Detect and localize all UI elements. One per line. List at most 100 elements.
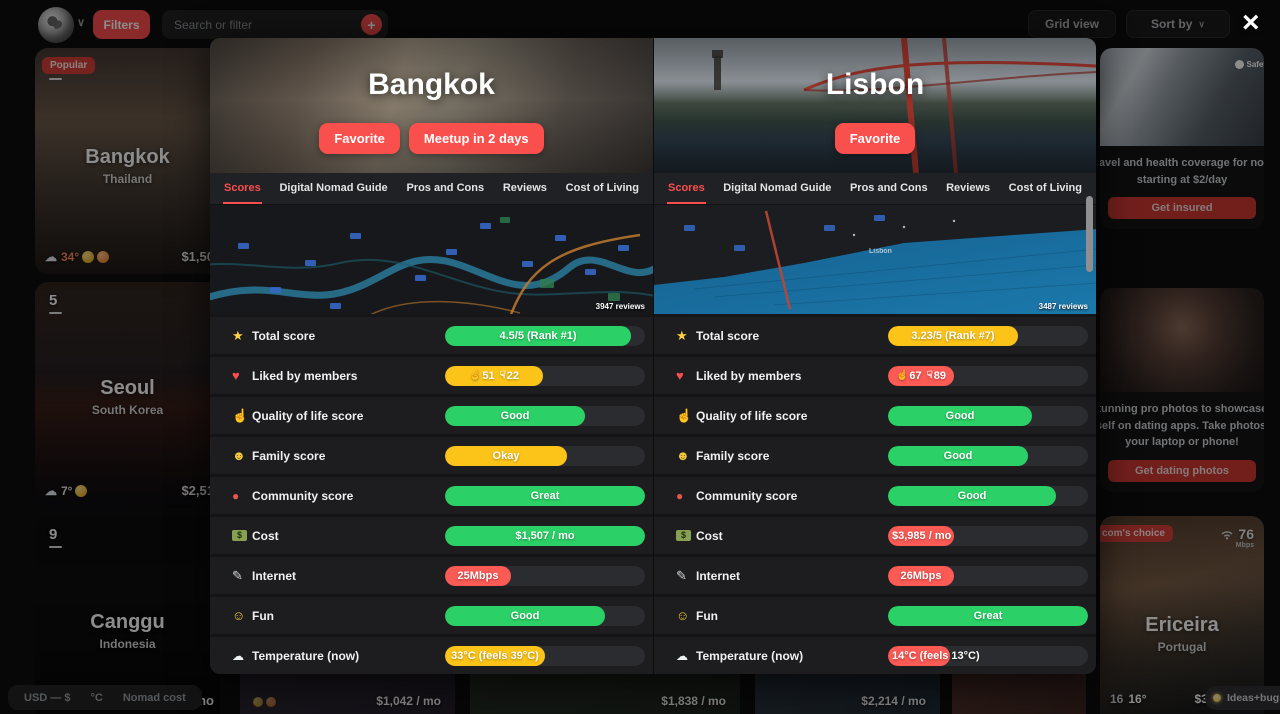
score-rows: ★ Total score 4.5/5 (Rank #1) ♥ Liked by… [210,317,653,674]
score-bar: ☝ 67 ☟ 89 [888,365,1088,386]
score-bar: 25Mbps [445,565,645,586]
favorite-button[interactable]: Favorite [834,123,916,154]
city-title: Bangkok [368,68,495,101]
tab-digital-nomad-guide[interactable]: Digital Nomad Guide [723,181,832,194]
close-icon[interactable]: × [1242,6,1260,39]
heart-icon: ♥ [676,368,684,383]
temperature-unit-toggle[interactable]: °C [90,691,103,704]
score-bar-fill: Good [888,405,1032,426]
lightbulb-icon [1213,694,1221,702]
price: $3 [1194,692,1208,706]
filters-button[interactable]: Filters [93,10,150,39]
city-title: Lisbon [825,68,925,101]
city-card-sliver[interactable]: $1,042 / mo [240,674,455,714]
thumb-up-icon: ☝ [895,370,909,381]
currency-toggle[interactable]: USD — $ [24,691,71,704]
chevron-down-icon: ∨ [1198,18,1205,29]
tab-pros-and-cons[interactable]: Pros and Cons [406,181,485,194]
score-bar-fill: ☝ 67 ☟ 89 [888,365,954,386]
score-bar-fill: Good [445,405,585,426]
score-bar-fill: 33°C (feels 39°C) [445,645,545,666]
row-temperature: ☁ Temperature (now) 33°C (feels 39°C) [210,637,653,674]
row-temperature: ☁ Temperature (now) 14°C (feels 13°C) [654,637,1096,674]
meetup-button[interactable]: Meetup in 2 days [408,123,544,154]
country-name: South Korea [91,403,164,417]
nomad-cost-toggle[interactable]: Nomad cost [122,691,186,704]
score-bar-fill: ☝ 51 ☟ 22 [445,365,543,386]
tab-reviews[interactable]: Reviews [502,181,547,194]
star-icon: ★ [676,328,688,343]
cloud-icon: ☁ [232,648,244,663]
favorite-button[interactable]: Favorite [319,123,400,154]
score-bar-fill: Good [888,485,1056,506]
sort-by-button[interactable]: Sort by ∨ [1126,10,1230,38]
row-liked-by-members: ♥ Liked by members ☝ 51 ☟ 22 [210,357,653,394]
smiley-emoji-icon [97,250,110,263]
chevron-down-icon[interactable]: ∨ [77,17,86,29]
row-internet: ✎ Internet 25Mbps [210,557,653,594]
tab-scores[interactable]: Scores [667,173,706,204]
score-bar: $1,507 / mo [445,525,645,546]
get-dating-photos-button[interactable]: Get dating photos [1108,459,1256,482]
score-bar-fill: 4.5/5 (Rank #1) [445,325,631,346]
row-internet: ✎ Internet 26Mbps [654,557,1096,594]
score-bar: 4.5/5 (Rank #1) [445,325,645,346]
score-bar-fill: Okay [445,445,567,466]
score-bar: Great [445,485,645,506]
tab-pros-and-cons[interactable]: Pros and Cons [849,181,928,194]
city-card-bangkok[interactable]: 1 Popular Bangkok Thailand ☁ 34° $1,50 [35,48,220,274]
compare-column-bangkok: Bangkok Favorite Meetup in 2 days Scores… [210,38,653,674]
ideas-bugs-button[interactable]: Ideas+bugs [1205,686,1280,710]
add-icon[interactable]: + [361,14,382,35]
city-map-bangkok[interactable]: 3947 reviews [210,205,653,314]
city-map-lisbon[interactable]: Lisbon 3487 reviews [654,205,1096,314]
city-card-seoul[interactable]: 5 Seoul South Korea ☁ 7° $2,51 [35,282,220,508]
tab-bar: Scores Digital Nomad Guide Pros and Cons… [654,173,1096,205]
emoji-icon [266,697,276,707]
reviews-count: 3947 reviews [595,302,645,311]
row-community-score: ● Community score Good [654,477,1096,514]
tab-scores[interactable]: Scores [223,173,262,204]
smiley-emoji-icon [75,484,88,497]
community-icon: ● [676,488,684,503]
get-insured-button[interactable]: Get insured [1108,197,1256,219]
city-card-sliver[interactable] [952,674,1086,714]
avatar[interactable] [38,7,74,43]
city-card-sliver[interactable]: $2,214 / mo [755,674,940,714]
rank-number: 5 [49,292,62,314]
family-icon: ☻ [676,448,690,463]
score-bar: Good [445,605,645,626]
score-bar: Good [445,405,645,426]
tab-cost-of-living[interactable]: Cost of Living [565,181,639,194]
row-quality-of-life: ☝ Quality of life score Good [210,397,653,434]
score-bar: 33°C (feels 39°C) [445,645,645,666]
search-input[interactable] [174,17,361,32]
fun-icon: ☺ [676,608,690,623]
ad-image [1100,288,1264,392]
row-total-score: ★ Total score 4.5/5 (Rank #1) [210,317,653,354]
tab-cost-of-living[interactable]: Cost of Living [1008,181,1082,194]
city-card-canggu[interactable]: 9 Canggu Indonesia $1,985 / mo [35,516,220,714]
internet-icon: ✎ [232,568,243,583]
grid-view-button[interactable]: Grid view [1028,10,1116,38]
heart-icon: ♥ [232,368,240,383]
ad-dating-photos[interactable]: Get stunning pro photos to showcase your… [1100,288,1264,492]
row-quality-of-life: ☝ Quality of life score Good [654,397,1096,434]
safetywing-logo: SafetyWing [1235,60,1265,69]
tab-digital-nomad-guide[interactable]: Digital Nomad Guide [279,181,388,194]
ad-insurance[interactable]: SafetyWing Full travel and health covera… [1100,48,1264,229]
compare-column-lisbon: Lisbon Favorite Scores Digital Nomad Gui… [653,38,1096,674]
score-bar: $3,985 / mo [888,525,1088,546]
temperature: 16° [1128,692,1147,706]
search-box[interactable]: + [162,10,388,39]
score-bar-fill: $1,507 / mo [445,525,645,546]
city-card-ericeira[interactable]: com's choice 76 Mbps Ericeira Portugal 1… [1100,516,1264,714]
city-card-sliver[interactable]: $1,838 / mo [470,674,740,714]
reviews-count: 3487 reviews [1038,302,1088,311]
modal-scrollbar-thumb[interactable] [1086,196,1093,272]
tab-reviews[interactable]: Reviews [946,181,991,194]
ad-text: Full travel and health coverage for noma… [1100,157,1264,186]
score-bar-fill: Good [445,605,605,626]
city-hero-photo: Lisbon Favorite [654,38,1096,173]
